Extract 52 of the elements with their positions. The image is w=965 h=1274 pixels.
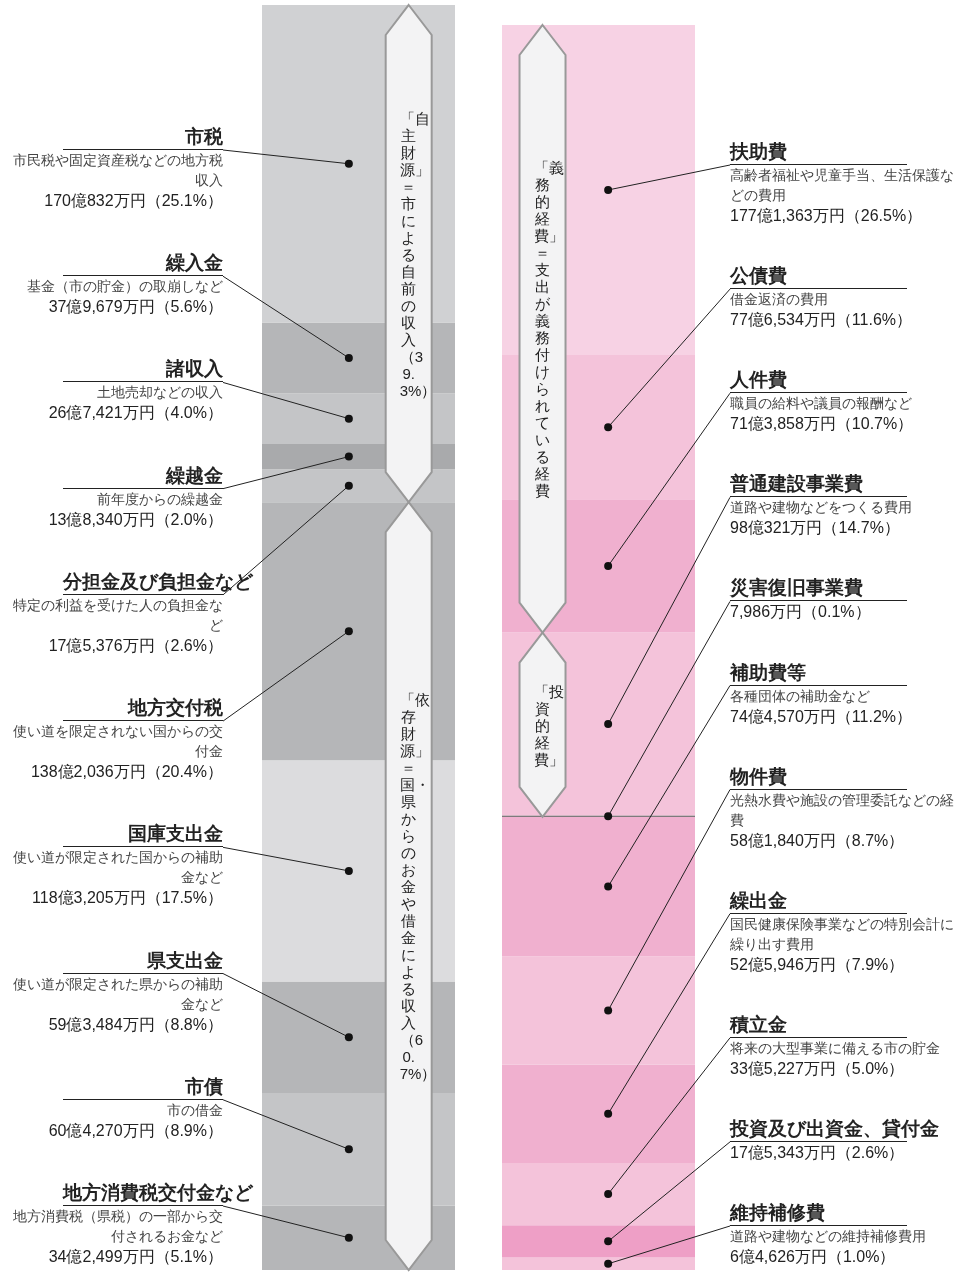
text: 光熱水費や施設の管理委託などの経費 58億1,840万円（8.7%） xyxy=(730,790,955,851)
text: 7,986万円（0.1%） xyxy=(730,602,872,623)
text: 地方交付税 xyxy=(63,696,223,722)
text: 17億5,343万円（2.6%） xyxy=(730,1142,906,1163)
text: 積立金 xyxy=(730,1012,907,1038)
text: 災害復旧事業費 xyxy=(730,576,907,602)
text: 分担金及び負担金など xyxy=(63,569,253,594)
text: 土地売却などの収入 26億7,421万円（4.0%） xyxy=(47,383,223,424)
text: 市民税や固定資産税などの地方税収入 170億832万円（25.1%） xyxy=(12,151,223,211)
text: 普通建設事業費 xyxy=(730,472,907,498)
text: 職員の給料や議員の報酬など 71億3,858万円（10.7%） xyxy=(730,394,915,435)
text: 投資及び出資金、貸付金 xyxy=(730,1116,939,1141)
text: 繰越金 xyxy=(63,463,223,489)
series-label: 扶助費 xyxy=(730,140,907,165)
text: 「自主財源」＝市による自前の収入（39.3%） xyxy=(399,109,437,399)
text: 基金（市の貯金）の取崩しなど 37億9,679万円（5.6%） xyxy=(26,277,223,318)
text: 「依存財源」＝国・県からのお金や借金による収入（60.7%） xyxy=(399,690,437,1082)
text: 補助費等 xyxy=(730,660,907,686)
text: 高齢者福祉や児童手当、生活保護などの費用 177億1,363万円（26.5%） xyxy=(730,166,955,226)
text: 物件費 xyxy=(730,764,907,790)
text: 諸収入 xyxy=(63,357,223,383)
bar xyxy=(502,956,695,1065)
text: 市税 xyxy=(63,125,223,150)
text: 「義務的経費」＝支出が義務付けられている経費 xyxy=(533,158,564,499)
text: 将来の大型事業に備える市の貯金 33億5,227万円（5.0%） xyxy=(730,1038,941,1079)
text: 道路や建物などをつくる費用 98億321万円（14.7%） xyxy=(730,498,913,539)
text: 使い道を限定されない国からの交付金 138億2,036万円（20.4%） xyxy=(12,722,223,783)
text: 人件費 xyxy=(730,368,907,394)
text: 道路や建物などの維持補修費用 6億4,626万円（1.0%） xyxy=(730,1227,927,1267)
text: 地方消費税（県税）の一部から交付されるお金など 34億2,499万円（5.1%） xyxy=(12,1207,223,1267)
text: 市債 xyxy=(63,1074,223,1100)
text: 国庫支出金 xyxy=(63,822,223,848)
text: 国民健康保険事業などの特別会計に繰り出す費用 52億5,946万円（7.9%） xyxy=(730,914,955,975)
text: 特定の利益を受けた人の負担金など 17億5,376万円（2.6%） xyxy=(12,595,223,656)
text: 繰出金 xyxy=(730,888,907,914)
bar xyxy=(502,1225,695,1258)
text: 県支出金 xyxy=(63,948,223,974)
bar xyxy=(502,1064,695,1163)
text: 前年度からの繰越金 13億8,340万円（2.0%） xyxy=(47,489,223,530)
text: 維持補修費 xyxy=(730,1201,907,1226)
text: 公債費 xyxy=(730,264,907,290)
text: 使い道が限定された国からの補助金など 118億3,205万円（17.5%） xyxy=(12,848,223,909)
text: 繰入金 xyxy=(63,251,223,277)
band-label: 「投資的経費」 xyxy=(533,682,564,768)
text: 使い道が限定された県からの補助金など 59億3,484万円（8.8%） xyxy=(12,974,223,1035)
bar xyxy=(502,816,695,957)
bar xyxy=(502,1257,695,1270)
series-label: 地方消費税交付金など xyxy=(63,1181,253,1205)
text: 各種団体の補助金など 74億4,570万円（11.2%） xyxy=(730,686,913,727)
text: 市の借金 60億4,270万円（8.9%） xyxy=(47,1100,223,1141)
bar xyxy=(502,1162,695,1226)
text: 借金返済の費用 77億6,534万円（11.6%） xyxy=(730,290,913,331)
